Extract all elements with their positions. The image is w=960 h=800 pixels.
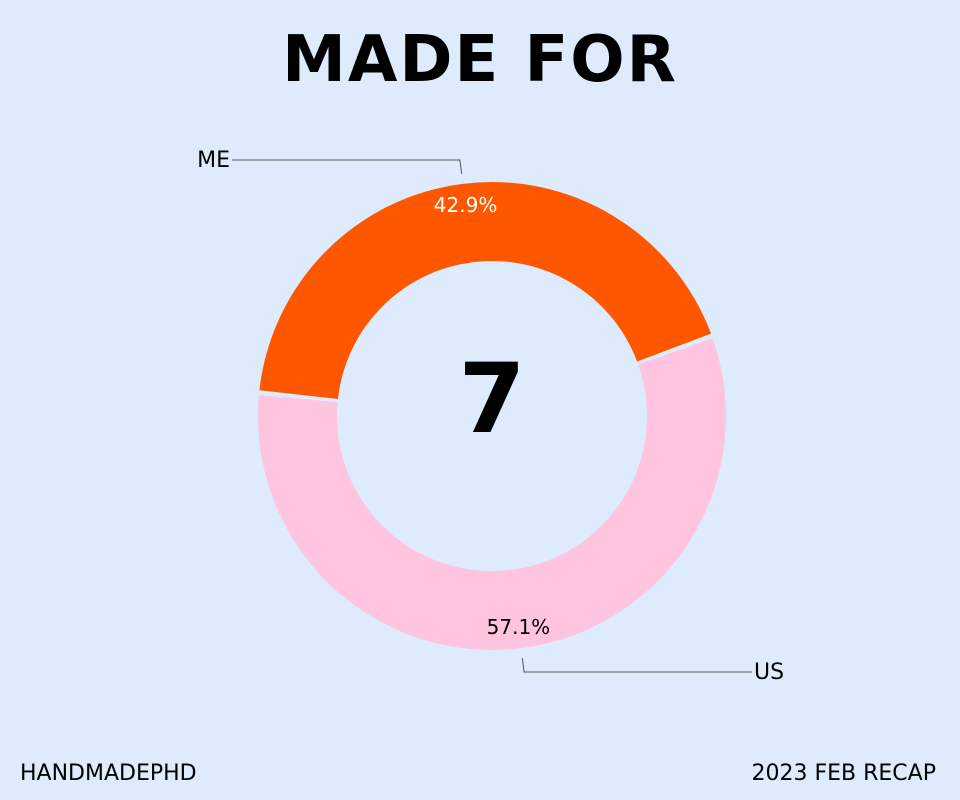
footer-period: 2023 FEB RECAP: [751, 761, 937, 786]
slice-percent-me: 42.9%: [434, 193, 498, 217]
slice-label-me: ME: [197, 148, 230, 173]
slice-percent-us: 57.1%: [487, 615, 551, 639]
leader-line-us: [521, 658, 752, 673]
leader-lines: [232, 159, 752, 673]
center-total-value: 7: [459, 343, 526, 455]
slice-labels: 42.9% ME 57.1% US: [197, 148, 784, 685]
slice-me: [259, 182, 712, 399]
leader-line-me: [232, 159, 463, 174]
slice-us: [258, 338, 726, 650]
donut-slices: [258, 182, 726, 650]
chart-title: MADE FOR: [282, 23, 678, 97]
footer-brand: HANDMADEPHD: [20, 761, 197, 786]
slice-label-us: US: [754, 660, 784, 685]
